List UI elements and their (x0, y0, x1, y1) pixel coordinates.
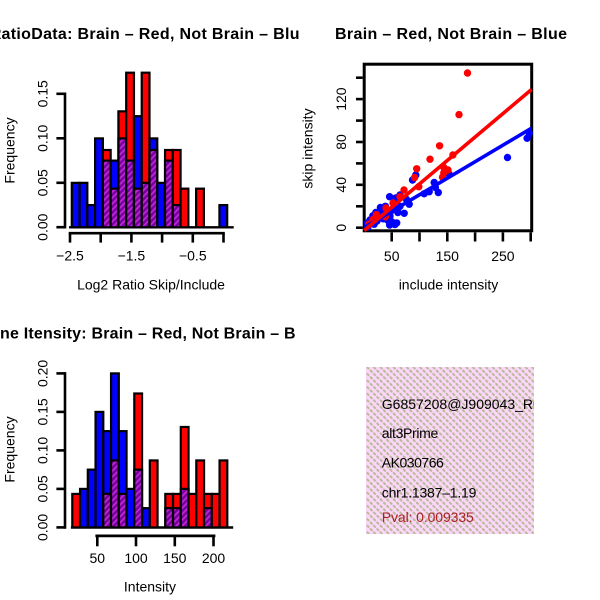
svg-text:0: 0 (333, 224, 349, 232)
svg-text:Frequency: Frequency (2, 416, 18, 482)
svg-text:150: 150 (436, 248, 460, 264)
svg-text:chr1.1387–1.19: chr1.1387–1.19 (382, 485, 477, 501)
svg-text:−0.5: −0.5 (179, 248, 207, 264)
svg-text:40: 40 (333, 177, 349, 193)
svg-text:50: 50 (384, 248, 400, 264)
svg-text:0.15: 0.15 (35, 80, 51, 107)
svg-text:ne Itensity: Brain – Red, Not: ne Itensity: Brain – Red, Not Brain – B (0, 326, 296, 343)
svg-text:AK030766: AK030766 (382, 454, 444, 470)
svg-text:Log2 Ratio Skip/Include: Log2 Ratio Skip/Include (77, 277, 225, 293)
svg-text:0.10: 0.10 (35, 124, 51, 151)
svg-text:Pval: 0.009335: Pval: 0.009335 (382, 509, 474, 525)
svg-text:Brain – Red, Not Brain – Blue: Brain – Red, Not Brain – Blue (335, 26, 567, 43)
svg-text:alt3Prime: alt3Prime (382, 425, 439, 441)
svg-text:include intensity: include intensity (399, 277, 499, 293)
svg-text:−1.5: −1.5 (118, 248, 146, 264)
svg-text:0.10: 0.10 (35, 437, 51, 464)
svg-text:120: 120 (333, 87, 349, 111)
svg-text:Frequency: Frequency (2, 117, 18, 183)
svg-text:100: 100 (124, 550, 148, 566)
svg-text:200: 200 (202, 550, 226, 566)
svg-text:0.00: 0.00 (35, 213, 51, 240)
svg-text:0.05: 0.05 (35, 475, 51, 502)
svg-text:−2.5: −2.5 (56, 248, 84, 264)
svg-text:0.00: 0.00 (35, 514, 51, 541)
svg-text:G6857208@J909043_R0516: G6857208@J909043_R0516 (382, 396, 565, 412)
svg-text:0.15: 0.15 (35, 398, 51, 425)
svg-text:150: 150 (163, 550, 187, 566)
svg-text:80: 80 (333, 134, 349, 150)
svg-text:R: R (0, 26, 2, 43)
svg-text:250: 250 (491, 248, 515, 264)
svg-text:skip intensity: skip intensity (300, 108, 316, 188)
svg-text:Intensity: Intensity (124, 579, 176, 595)
svg-text:50: 50 (90, 550, 106, 566)
svg-text:0.05: 0.05 (35, 169, 51, 196)
svg-text:atioData: Brain – Red, Not Bra: atioData: Brain – Red, Not Brain – Blu (2, 26, 300, 43)
svg-text:0.20: 0.20 (35, 360, 51, 387)
